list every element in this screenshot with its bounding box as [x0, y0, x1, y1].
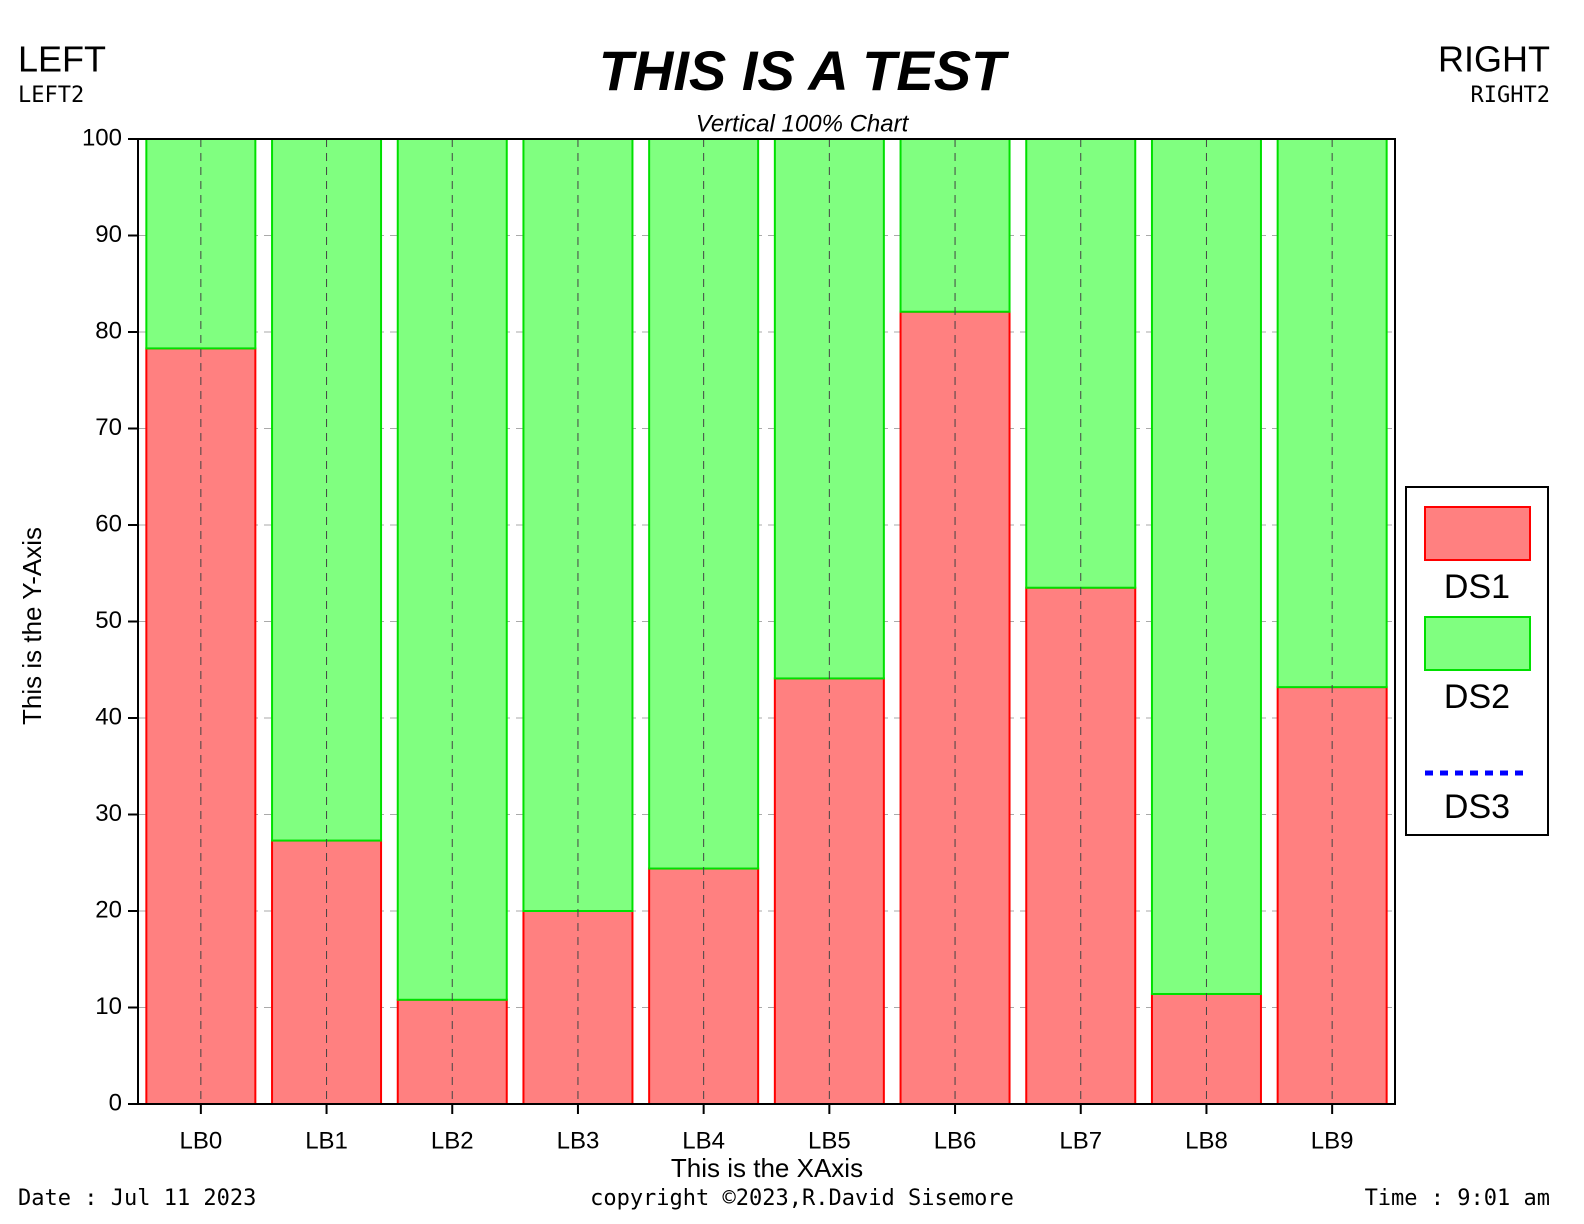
- y-tick-label: 70: [95, 414, 122, 441]
- y-tick-label: 80: [95, 317, 122, 344]
- footer-date: Date : Jul 11 2023: [18, 1186, 256, 1211]
- left2-label: LEFT2: [18, 83, 84, 108]
- x-tick-label: LB0: [179, 1127, 222, 1154]
- x-tick-label: LB8: [1185, 1127, 1228, 1154]
- x-tick-label: LB4: [682, 1127, 725, 1154]
- y-tick-label: 90: [95, 221, 122, 248]
- right2-label: RIGHT2: [1471, 83, 1550, 108]
- plot-frame: [137, 138, 1396, 1105]
- footer-time: Time : 9:01 am: [1365, 1186, 1550, 1211]
- left-label: LEFT: [18, 39, 106, 80]
- x-tick-label: LB3: [557, 1127, 600, 1154]
- y-axis-label: This is the Y-Axis: [17, 527, 47, 725]
- y-tick-label: 10: [95, 993, 122, 1020]
- y-tick-label: 100: [82, 124, 122, 151]
- x-tick-label: LB2: [431, 1127, 474, 1154]
- right-label: RIGHT: [1438, 39, 1550, 80]
- bar: [145, 347, 257, 1105]
- chart-title: THIS IS A TEST: [599, 39, 1010, 102]
- legend-label: DS1: [1444, 568, 1510, 606]
- x-tick-label: LB1: [305, 1127, 348, 1154]
- legend-swatch: [1424, 506, 1531, 561]
- y-tick-label: 60: [95, 510, 122, 537]
- y-tick-label: 40: [95, 703, 122, 730]
- chart-subtitle: Vertical 100% Chart: [696, 110, 910, 137]
- y-tick-label: 30: [95, 800, 122, 827]
- y-tick-label: 0: [109, 1089, 122, 1116]
- footer-copyright: copyright ©2023,R.David Sisemore: [590, 1186, 1014, 1211]
- legend-label: DS2: [1444, 678, 1510, 716]
- x-tick-label: LB6: [934, 1127, 977, 1154]
- x-tick-label: LB7: [1059, 1127, 1102, 1154]
- x-tick-label: LB9: [1311, 1127, 1354, 1154]
- legend-label: DS3: [1444, 788, 1510, 826]
- y-tick-label: 50: [95, 607, 122, 634]
- x-tick-label: LB5: [808, 1127, 851, 1154]
- legend-swatch: [1424, 616, 1531, 671]
- y-tick-label: 20: [95, 896, 122, 923]
- x-axis-label: This is the XAxis: [671, 1153, 863, 1183]
